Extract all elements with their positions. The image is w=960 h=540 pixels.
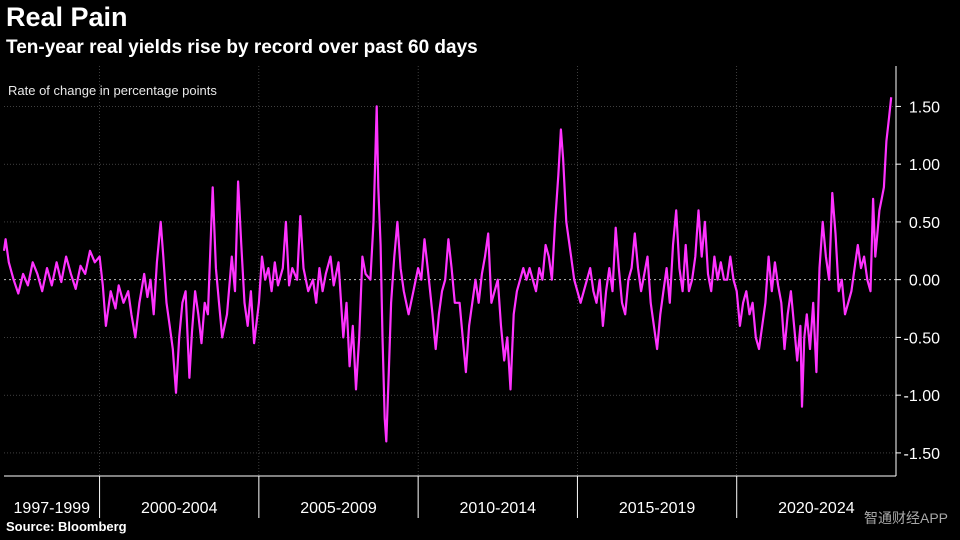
x-tick-label: 2015-2019	[619, 500, 696, 517]
y-axis-label: Rate of change in percentage points	[8, 83, 217, 98]
series-line	[2, 97, 893, 443]
x-tick-label: 2000-2004	[141, 500, 218, 517]
y-tick-label: 0.50	[909, 215, 940, 232]
x-tick-label: 2005-2009	[300, 500, 377, 517]
source-note: Source: Bloomberg	[6, 519, 127, 534]
y-tick-label: 1.00	[909, 157, 940, 174]
chart-subtitle: Ten-year real yields rise by record over…	[6, 37, 478, 58]
chart-title: Real Pain	[6, 2, 128, 32]
x-tick-label: 1997-1999	[14, 500, 91, 517]
y-tick-label: -1.00	[904, 388, 941, 405]
watermark: 智通财经APP	[863, 510, 948, 526]
y-tick-label: 0.00	[909, 273, 940, 290]
y-tick-label: -1.50	[904, 446, 941, 463]
y-tick-label: 1.50	[909, 99, 940, 116]
x-tick-label: 2010-2014	[460, 500, 537, 517]
y-tick-label: -0.50	[904, 330, 941, 347]
x-tick-label: 2020-2024	[778, 500, 855, 517]
